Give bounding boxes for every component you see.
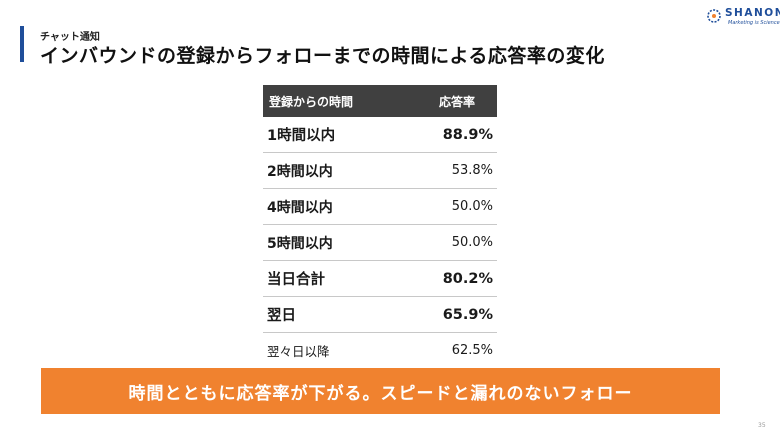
row-value: 50.0%	[451, 199, 493, 214]
row-label: 4時間以内	[267, 199, 333, 216]
row-value: 65.9%	[442, 306, 493, 323]
table-row: 2時間以内 53.8%	[263, 153, 497, 189]
row-label: 2時間以内	[267, 163, 333, 180]
row-label: 当日合計	[267, 272, 325, 288]
row-label: 1時間以内	[267, 128, 336, 144]
response-rate-table: 登録からの時間 応答率 1時間以内 88.9% 2時間以内 53.8% 4時間以…	[263, 85, 497, 369]
table-row: 翌々日以降 62.5%	[263, 333, 497, 369]
banner-text: 時間とともに応答率が下がる。スピードと漏れのないフォロー	[128, 383, 633, 404]
table-header: 登録からの時間 応答率	[263, 85, 497, 117]
header-time: 登録からの時間	[269, 94, 354, 109]
row-value: 53.8%	[451, 163, 493, 178]
table-row: 4時間以内 50.0%	[263, 189, 497, 225]
page-number: 35	[758, 422, 766, 429]
row-value: 88.9%	[442, 126, 493, 143]
table-row: 5時間以内 50.0%	[263, 225, 497, 261]
logo-tagline: Marketing is Science	[728, 20, 780, 26]
row-label: 翌日	[267, 308, 296, 324]
table-row: 当日合計 80.2%	[263, 261, 497, 297]
table-row: 1時間以内 88.9%	[263, 117, 497, 153]
conclusion-banner: 時間とともに応答率が下がる。スピードと漏れのないフォロー	[41, 368, 720, 414]
title-accent-bar	[20, 26, 24, 62]
logo-mark-icon	[707, 9, 721, 23]
row-value: 50.0%	[451, 235, 493, 250]
slide-title: インバウンドの登録からフォローまでの時間による応答率の変化	[40, 45, 605, 67]
shanon-logo: SHANON Marketing is Science	[706, 6, 780, 30]
section-category: チャット通知	[40, 32, 100, 43]
row-value: 62.5%	[451, 343, 493, 358]
header-rate: 応答率	[438, 94, 475, 109]
row-label: 5時間以内	[267, 235, 333, 252]
logo-name: SHANON	[725, 7, 780, 19]
table-row: 翌日 65.9%	[263, 297, 497, 333]
row-label: 翌々日以降	[267, 344, 330, 359]
row-value: 80.2%	[442, 270, 493, 287]
